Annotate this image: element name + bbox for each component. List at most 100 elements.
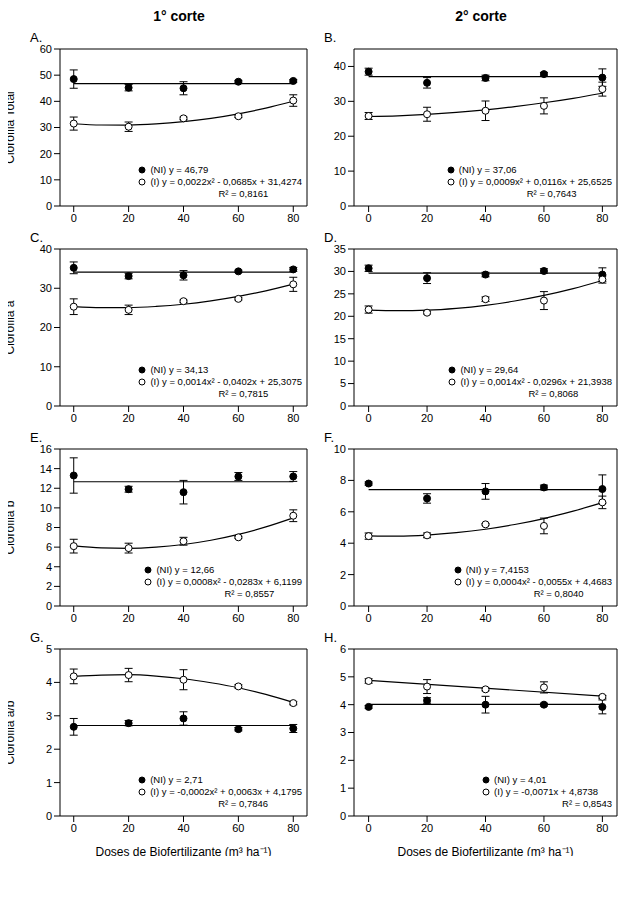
svg-text:4: 4 (46, 561, 52, 573)
svg-text:0: 0 (71, 612, 77, 624)
svg-text:20: 20 (122, 822, 134, 834)
svg-text:10: 10 (334, 165, 346, 177)
svg-text:40: 40 (479, 412, 491, 424)
svg-text:0: 0 (46, 600, 52, 612)
svg-text:0: 0 (340, 200, 346, 212)
svg-text:60: 60 (538, 612, 550, 624)
html-text:G.: G. (30, 630, 44, 645)
svg-text:30: 30 (334, 95, 346, 107)
svg-text:1: 1 (46, 777, 52, 789)
html-text:1° corte: 1° corte (153, 8, 205, 24)
svg-text:60: 60 (232, 822, 244, 834)
svg-text:50: 50 (40, 69, 52, 81)
svg-text:0: 0 (366, 822, 372, 834)
svg-text:2: 2 (340, 754, 346, 766)
svg-text:80: 80 (287, 612, 299, 624)
svg-text:40: 40 (479, 822, 491, 834)
svg-text:20: 20 (421, 412, 433, 424)
svg-text:10: 10 (40, 361, 52, 373)
svg-text:15: 15 (334, 333, 346, 345)
html-text:2° corte: 2° corte (455, 8, 507, 24)
svg-text:0: 0 (340, 600, 346, 612)
svg-text:80: 80 (596, 412, 608, 424)
svg-text:6: 6 (46, 541, 52, 553)
svg-text:80: 80 (287, 822, 299, 834)
svg-text:40: 40 (177, 612, 189, 624)
svg-text:80: 80 (596, 212, 608, 224)
svg-text:4: 4 (340, 537, 346, 549)
svg-text:60: 60 (538, 212, 550, 224)
svg-text:60: 60 (538, 412, 550, 424)
svg-text:0: 0 (71, 822, 77, 834)
svg-text:5: 5 (340, 671, 346, 683)
svg-text:14: 14 (40, 463, 52, 475)
svg-text:20: 20 (421, 822, 433, 834)
svg-text:3: 3 (340, 726, 346, 738)
svg-text:3: 3 (46, 710, 52, 722)
svg-text:1: 1 (340, 782, 346, 794)
svg-text:40: 40 (479, 212, 491, 224)
svg-text:10: 10 (40, 174, 52, 186)
svg-text:0: 0 (46, 810, 52, 822)
svg-text:2: 2 (46, 580, 52, 592)
svg-text:6: 6 (340, 643, 346, 655)
svg-text:30: 30 (40, 282, 52, 294)
svg-text:Clorofila b: Clorofila b (8, 500, 17, 554)
svg-text:20: 20 (421, 212, 433, 224)
svg-text:20: 20 (122, 212, 134, 224)
svg-text:0: 0 (340, 400, 346, 412)
svg-text:40: 40 (177, 212, 189, 224)
svg-text:6: 6 (340, 506, 346, 518)
svg-text:30: 30 (40, 121, 52, 133)
svg-text:20: 20 (40, 321, 52, 333)
svg-text:8: 8 (340, 474, 346, 486)
svg-text:20: 20 (122, 612, 134, 624)
svg-text:5: 5 (340, 377, 346, 389)
svg-text:60: 60 (232, 612, 244, 624)
svg-text:0: 0 (46, 400, 52, 412)
svg-text:40: 40 (177, 412, 189, 424)
svg-text:0: 0 (366, 612, 372, 624)
svg-text:30: 30 (334, 265, 346, 277)
svg-text:20: 20 (421, 612, 433, 624)
svg-text:10: 10 (334, 443, 346, 455)
svg-text:20: 20 (334, 310, 346, 322)
svg-text:80: 80 (287, 212, 299, 224)
svg-text:10: 10 (40, 502, 52, 514)
svg-text:40: 40 (40, 95, 52, 107)
svg-text:25: 25 (334, 288, 346, 300)
svg-text:2: 2 (340, 569, 346, 581)
svg-text:0: 0 (71, 412, 77, 424)
svg-text:Doses de Biofertilizante (m³ h: Doses de Biofertilizante (m³ ha⁻¹) (95, 845, 271, 856)
svg-text:0: 0 (46, 200, 52, 212)
svg-text:20: 20 (122, 412, 134, 424)
svg-text:40: 40 (177, 822, 189, 834)
svg-text:0: 0 (366, 412, 372, 424)
svg-text:20: 20 (40, 148, 52, 160)
svg-text:10: 10 (334, 355, 346, 367)
svg-text:4: 4 (46, 676, 52, 688)
svg-text:4: 4 (340, 699, 346, 711)
svg-text:Doses de Biofertilizante (m³ h: Doses de Biofertilizante (m³ ha⁻¹) (397, 845, 573, 856)
svg-text:2: 2 (46, 743, 52, 755)
html-text:A.: A. (30, 30, 43, 45)
svg-text:Clorofila Total: Clorofila Total (8, 91, 17, 163)
svg-text:Clorofila a/b: Clorofila a/b (8, 700, 17, 764)
svg-text:5: 5 (46, 643, 52, 655)
svg-text:80: 80 (596, 612, 608, 624)
svg-text:60: 60 (39, 42, 52, 55)
svg-text:80: 80 (287, 412, 299, 424)
svg-text:60: 60 (232, 412, 244, 424)
svg-text:40: 40 (479, 612, 491, 624)
svg-text:8: 8 (46, 521, 52, 533)
svg-text:20: 20 (334, 130, 346, 142)
svg-text:0: 0 (71, 212, 77, 224)
svg-text:12: 12 (40, 482, 52, 494)
svg-text:0: 0 (366, 212, 372, 224)
svg-text:80: 80 (596, 822, 608, 834)
svg-text:60: 60 (538, 822, 550, 834)
svg-text:40: 40 (334, 60, 346, 72)
svg-text:Clorofila a: Clorofila a (8, 300, 17, 354)
svg-text:60: 60 (232, 212, 244, 224)
svg-text:0: 0 (340, 810, 346, 822)
